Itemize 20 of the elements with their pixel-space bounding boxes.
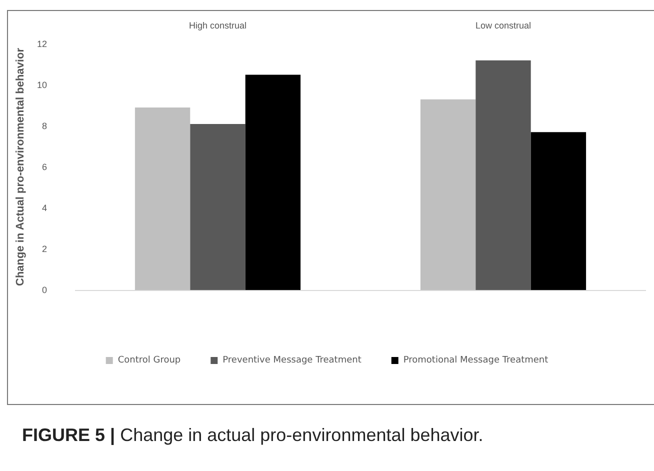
y-axis-title: Change in Actual pro-environmental behavior xyxy=(14,47,27,286)
bar xyxy=(420,99,476,290)
y-tick-label: 4 xyxy=(42,203,47,213)
caption: FIGURE 5 | Change in actual pro-environmental behavior. xyxy=(22,425,484,446)
bar xyxy=(190,124,246,290)
x-tick-label: High construal xyxy=(188,20,247,30)
y-tick-label: 2 xyxy=(42,244,47,254)
y-tick-label: 0 xyxy=(42,285,47,295)
y-tick-label: 8 xyxy=(42,121,47,131)
legend-label: Preventive Message Treatment xyxy=(222,356,362,366)
legend-label: Promotional Message Treatment xyxy=(403,356,549,366)
y-tick-label: 12 xyxy=(36,39,47,49)
y-tick-label: 6 xyxy=(42,162,47,172)
bar xyxy=(245,74,301,290)
bar xyxy=(134,108,190,290)
x-tick-label: Low construal xyxy=(475,20,532,30)
y-tick-label: 10 xyxy=(36,80,47,90)
legend-label: Control Group xyxy=(118,356,181,366)
bar xyxy=(530,132,586,290)
bar xyxy=(476,60,531,290)
